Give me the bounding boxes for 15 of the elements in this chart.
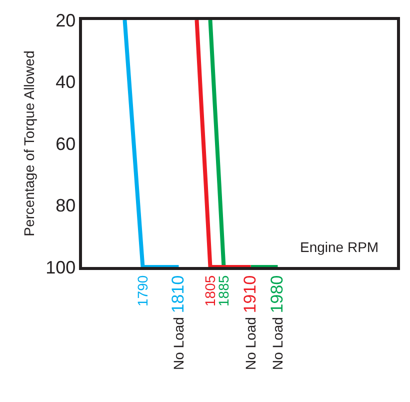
x-tick-label: No Load 1910 [240,275,260,370]
line-series [122,20,181,267]
y-tick-label: 80 [56,196,76,216]
x-tick-label: No Load 1980 [267,275,286,370]
x-tick-label: 1805 [202,275,218,307]
y-tick-label: 20 [56,10,76,30]
line-series [194,20,253,267]
y-axis-title: Percentage of Torque Allowed [21,50,38,236]
y-tick-label: 60 [56,134,76,154]
y-tick-label: 100 [46,257,76,278]
x-tick-label: 1885 [215,275,232,307]
x-tick-label: No Load 1810 [168,275,188,370]
x-tick-label: 1790 [134,275,150,307]
x-axis-title: Engine RPM [300,239,379,255]
y-tick-label: 40 [56,72,76,92]
